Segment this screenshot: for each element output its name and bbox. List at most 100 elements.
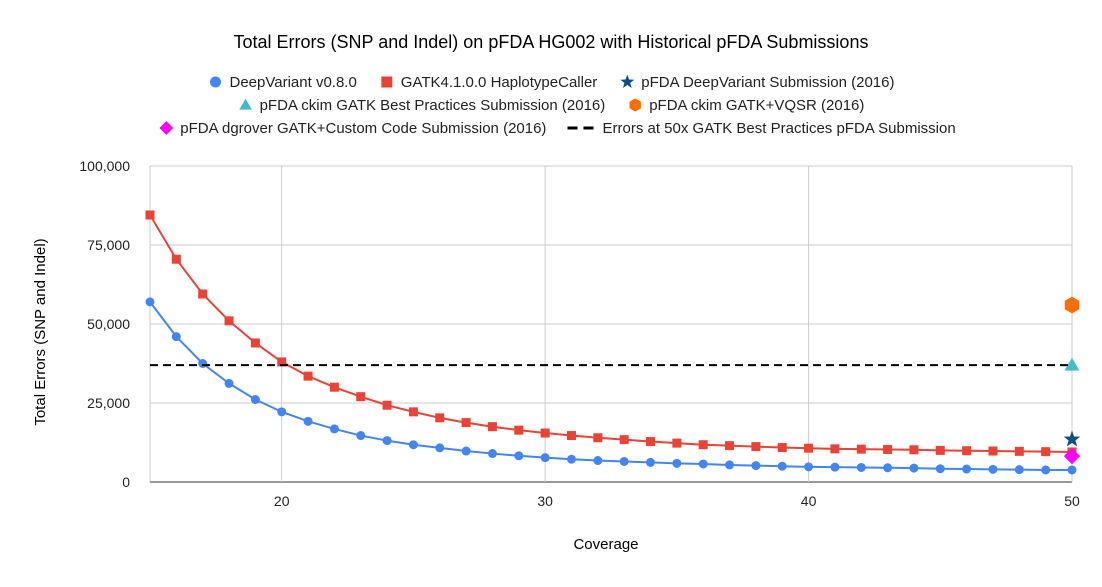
legend-label: Errors at 50x GATK Best Practices pFDA S… bbox=[603, 120, 956, 137]
data-point bbox=[1064, 296, 1080, 314]
data-point bbox=[777, 461, 787, 471]
y-tick-label: 75,000 bbox=[87, 237, 130, 253]
chart-title: Total Errors (SNP and Indel) on pFDA HG0… bbox=[234, 32, 869, 52]
data-point bbox=[1067, 465, 1077, 475]
data-point bbox=[224, 378, 234, 388]
data-point bbox=[145, 297, 155, 307]
data-point bbox=[698, 459, 708, 469]
legend-item: pFDA dgrover GATK+Custom Code Submission… bbox=[159, 120, 546, 137]
data-point bbox=[487, 422, 497, 432]
data-point bbox=[303, 371, 313, 381]
x-axis-ticks: 20 30 40 50 bbox=[274, 493, 1080, 509]
data-point bbox=[435, 443, 445, 453]
data-point bbox=[277, 407, 287, 417]
data-point bbox=[646, 457, 656, 467]
y-tick-label: 50,000 bbox=[87, 316, 130, 332]
series-gatk4-1-0-0-haplotypecaller bbox=[145, 210, 1077, 457]
data-point bbox=[1014, 465, 1024, 475]
data-point bbox=[830, 444, 840, 454]
x-tick-label: 30 bbox=[537, 493, 553, 509]
data-point bbox=[1041, 447, 1051, 457]
data-point bbox=[145, 210, 155, 220]
data-point bbox=[303, 416, 313, 426]
y-tick-label: 0 bbox=[122, 474, 130, 490]
legend-label: GATK4.1.0.0 HaplotypeCaller bbox=[401, 74, 598, 91]
data-point bbox=[540, 453, 550, 463]
data-point bbox=[1014, 446, 1024, 456]
data-point bbox=[725, 460, 735, 470]
legend-marker bbox=[239, 98, 252, 110]
data-point bbox=[566, 454, 576, 464]
data-point bbox=[883, 444, 893, 454]
data-point bbox=[566, 431, 576, 441]
legend-marker bbox=[159, 121, 174, 135]
data-point bbox=[751, 442, 761, 452]
data-point bbox=[277, 357, 287, 367]
data-point bbox=[487, 449, 497, 459]
plot-area bbox=[145, 210, 1081, 475]
data-point bbox=[382, 400, 392, 410]
series-line bbox=[149, 214, 1073, 453]
series-pfda-ckim-gatk-best-practices-submission-2016 bbox=[1064, 357, 1080, 371]
data-point bbox=[751, 461, 761, 471]
data-point bbox=[672, 438, 682, 448]
legend-marker bbox=[210, 76, 221, 88]
data-point bbox=[856, 444, 866, 454]
legend-label: pFDA DeepVariant Submission (2016) bbox=[641, 74, 894, 91]
data-point bbox=[909, 463, 919, 473]
data-point bbox=[171, 254, 181, 264]
data-point bbox=[1041, 465, 1051, 475]
x-tick-label: 20 bbox=[274, 493, 290, 509]
data-point bbox=[250, 338, 260, 348]
x-axis-label: Coverage bbox=[573, 536, 638, 553]
legend-item: pFDA ckim GATK+VQSR (2016) bbox=[629, 97, 864, 114]
data-point bbox=[461, 418, 471, 428]
data-point bbox=[698, 440, 708, 450]
data-point bbox=[1063, 447, 1081, 465]
data-point bbox=[461, 446, 471, 456]
data-point bbox=[1064, 357, 1080, 371]
data-point bbox=[408, 440, 418, 450]
data-point bbox=[514, 425, 524, 435]
legend-marker bbox=[620, 74, 635, 89]
legend-label: pFDA dgrover GATK+Custom Code Submission… bbox=[180, 120, 546, 137]
data-point bbox=[1063, 430, 1081, 447]
legend-marker bbox=[381, 76, 393, 88]
data-point bbox=[540, 428, 550, 438]
data-point bbox=[250, 395, 260, 405]
series-pfda-deepvariant-submission-2016 bbox=[1063, 430, 1081, 447]
data-point bbox=[619, 435, 629, 445]
legend-item: pFDA DeepVariant Submission (2016) bbox=[620, 74, 894, 91]
legend-label: pFDA ckim GATK Best Practices Submission… bbox=[260, 97, 606, 114]
data-point bbox=[988, 464, 998, 474]
series-pfda-ckim-gatk-vqsr-2016 bbox=[1064, 296, 1080, 314]
legend-item: DeepVariant v0.8.0 bbox=[210, 74, 357, 91]
data-point bbox=[725, 441, 735, 451]
y-tick-label: 25,000 bbox=[87, 395, 130, 411]
data-point bbox=[672, 458, 682, 468]
data-point bbox=[382, 436, 392, 446]
data-point bbox=[777, 443, 787, 453]
legend-item: pFDA ckim GATK Best Practices Submission… bbox=[239, 97, 605, 114]
data-point bbox=[593, 433, 603, 443]
y-axis-label: Total Errors (SNP and Indel) bbox=[32, 238, 49, 425]
data-point bbox=[935, 464, 945, 474]
data-point bbox=[329, 382, 339, 392]
y-tick-label: 100,000 bbox=[79, 158, 130, 174]
data-point bbox=[198, 359, 208, 368]
data-point bbox=[935, 445, 945, 455]
data-point bbox=[962, 446, 972, 456]
data-point bbox=[646, 437, 656, 447]
data-point bbox=[804, 443, 814, 453]
data-point bbox=[356, 431, 366, 441]
data-point bbox=[198, 289, 208, 299]
data-point bbox=[593, 456, 603, 466]
y-axis-ticks: 0 25,000 50,000 75,000 100,000 bbox=[79, 158, 130, 490]
legend-item: GATK4.1.0.0 HaplotypeCaller bbox=[381, 74, 597, 91]
data-point bbox=[435, 413, 445, 423]
data-point bbox=[883, 463, 893, 473]
series-deepvariant-v0-8-0 bbox=[145, 297, 1077, 475]
data-point bbox=[856, 462, 866, 472]
